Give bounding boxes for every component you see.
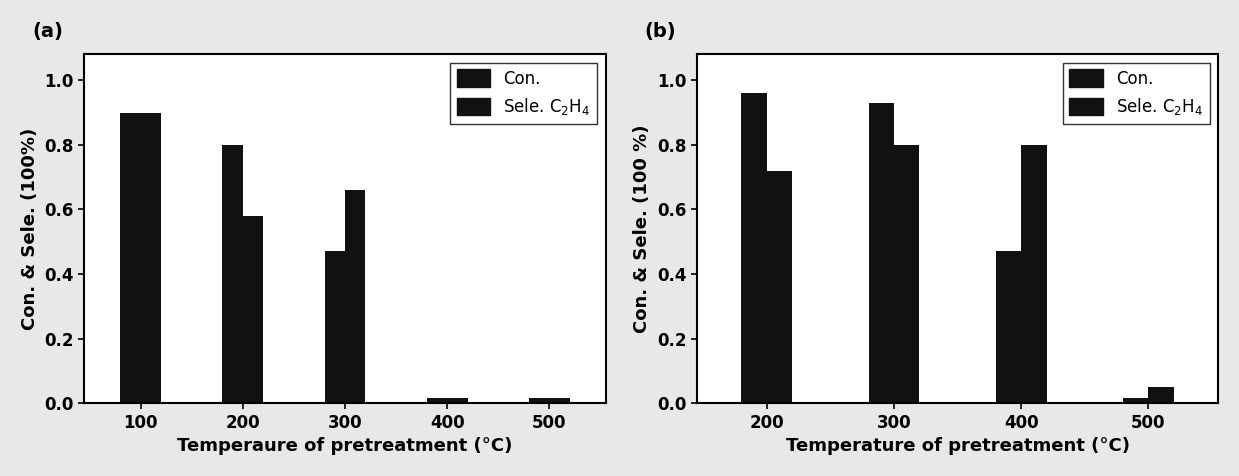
Bar	[325, 251, 344, 403]
Bar	[1149, 387, 1173, 403]
Bar	[549, 398, 570, 403]
X-axis label: Temperature of pretreatment (°C): Temperature of pretreatment (°C)	[786, 437, 1130, 455]
Text: (a): (a)	[32, 21, 63, 40]
Legend: Con., Sele. C$_2$H$_4$: Con., Sele. C$_2$H$_4$	[450, 63, 597, 124]
Y-axis label: Con. & Sele. (100%): Con. & Sele. (100%)	[21, 128, 38, 330]
Bar	[529, 398, 549, 403]
Bar	[895, 145, 919, 403]
Bar	[447, 398, 467, 403]
Bar	[1021, 145, 1047, 403]
Bar	[222, 145, 243, 403]
Bar	[243, 216, 263, 403]
Bar	[1123, 398, 1149, 403]
Bar	[140, 113, 161, 403]
Bar	[741, 93, 767, 403]
Bar	[767, 171, 792, 403]
Bar	[996, 251, 1021, 403]
Legend: Con., Sele. C$_2$H$_4$: Con., Sele. C$_2$H$_4$	[1063, 63, 1209, 124]
Bar	[426, 398, 447, 403]
X-axis label: Temperaure of pretreatment (°C): Temperaure of pretreatment (°C)	[177, 437, 513, 455]
Bar	[344, 190, 366, 403]
Bar	[120, 113, 140, 403]
Bar	[869, 103, 895, 403]
Y-axis label: Con. & Sele. (100 %): Con. & Sele. (100 %)	[633, 125, 652, 333]
Text: (b): (b)	[644, 21, 676, 40]
